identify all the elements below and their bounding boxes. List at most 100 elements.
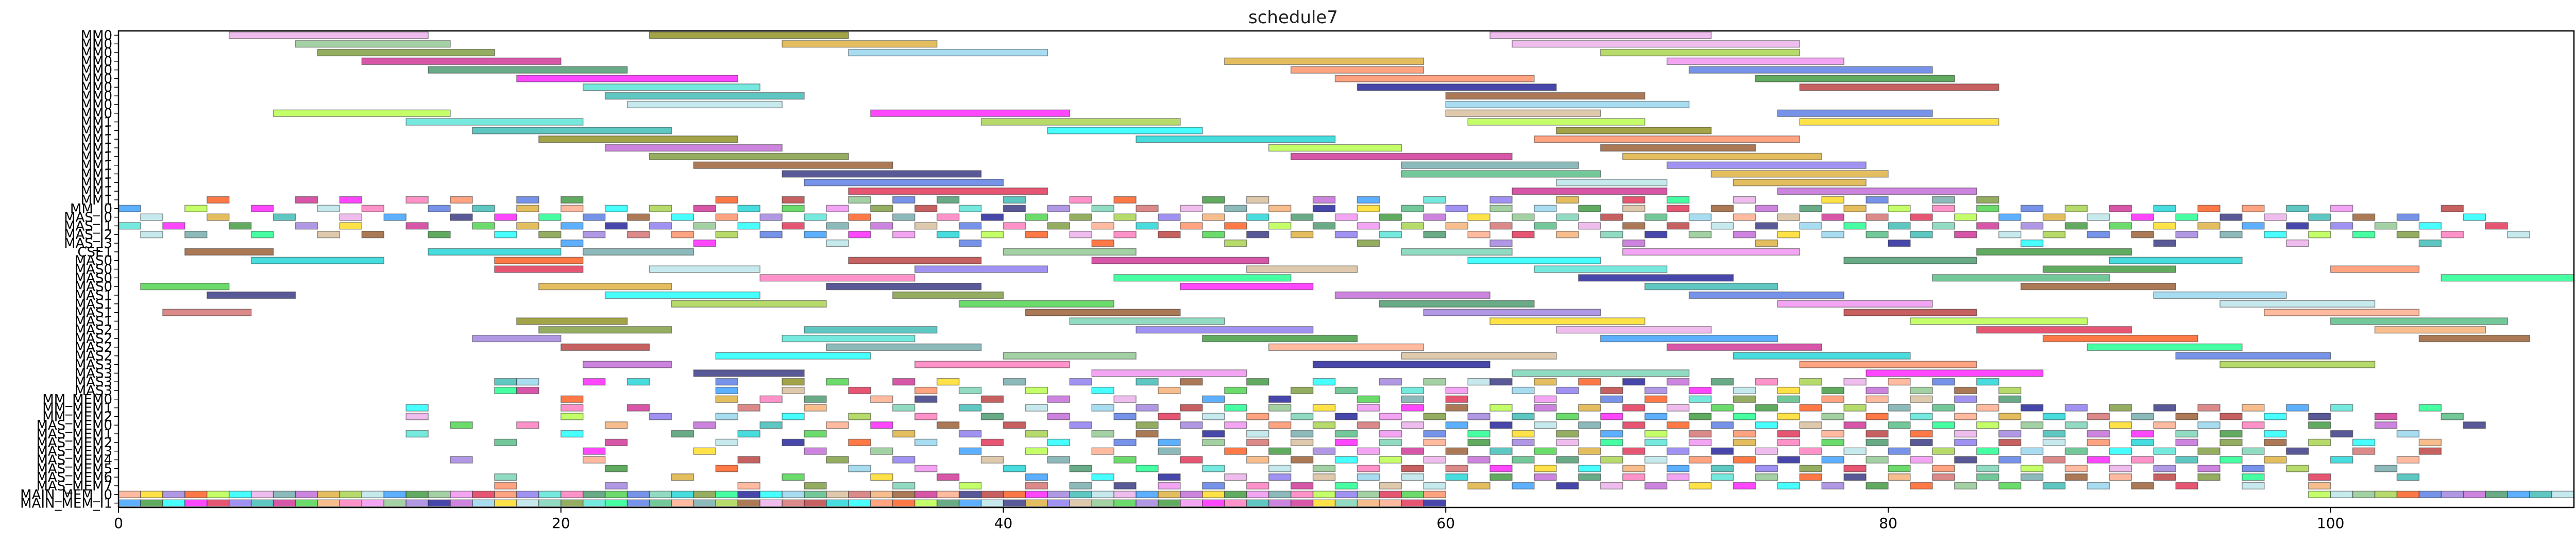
task-bar <box>1445 421 1468 429</box>
task-bar <box>804 326 938 334</box>
task-bar <box>1843 421 1867 429</box>
task-bar <box>1688 231 1712 239</box>
task-bar <box>2197 404 2221 412</box>
task-bar <box>1976 421 1999 429</box>
task-bar <box>759 231 783 239</box>
task-bar <box>2219 361 2376 368</box>
task-bar <box>1866 413 1889 420</box>
task-bar <box>2087 343 2243 351</box>
task-bar <box>1445 473 1468 481</box>
task-bar <box>1489 473 1513 481</box>
task-bar <box>914 413 938 420</box>
task-bar <box>2087 413 2110 420</box>
task-bar <box>1622 465 1646 472</box>
task-bar <box>2264 231 2287 239</box>
task-bar <box>1710 465 1734 472</box>
task-bar <box>1600 144 1756 152</box>
task-bar <box>1556 179 1668 186</box>
task-bar <box>361 490 384 498</box>
task-bar <box>1246 265 1358 273</box>
task-bar <box>1489 31 1712 39</box>
task-bar <box>1268 421 1292 429</box>
y-tick-label: MM0 <box>81 72 112 87</box>
task-bar <box>2020 222 2044 230</box>
task-bar <box>339 213 363 221</box>
task-bar <box>428 248 562 256</box>
task-bar <box>1379 482 1402 490</box>
task-bar <box>2109 257 2243 264</box>
task-bar <box>2418 334 2530 343</box>
task-bar <box>1334 291 1490 299</box>
task-bar <box>1932 274 2110 282</box>
task-bar <box>383 490 406 498</box>
task-bar <box>1379 213 1402 221</box>
task-bar <box>1954 395 1977 403</box>
task-bar <box>870 109 1071 117</box>
task-bar <box>560 499 584 507</box>
task-bar <box>1136 404 1159 412</box>
task-bar <box>1158 413 1181 420</box>
task-bar <box>472 222 495 230</box>
task-bar <box>2042 213 2066 221</box>
task-bar <box>383 213 406 221</box>
task-bar <box>1224 57 1425 65</box>
task-bar <box>538 135 738 143</box>
task-bar <box>1888 378 1911 386</box>
task-bar <box>250 231 274 239</box>
task-bar <box>1445 100 1690 109</box>
task-bar <box>1954 213 1977 221</box>
task-bar <box>1710 205 1734 212</box>
task-bar <box>759 213 783 221</box>
task-bar <box>2153 473 2176 481</box>
task-bar <box>2109 465 2132 472</box>
task-bar <box>1069 231 1092 239</box>
task-bar <box>936 196 960 204</box>
task-bar <box>914 222 938 230</box>
task-bar <box>1003 490 1026 498</box>
task-bar <box>1644 482 1668 490</box>
task-bar <box>1799 361 1977 368</box>
task-bar <box>1246 482 1269 490</box>
y-tick-label: MAS_MEM4 <box>36 453 112 468</box>
y-tick-label: MAS_MEM6 <box>36 470 112 485</box>
task-bar <box>494 438 517 447</box>
task-bar <box>980 499 1004 507</box>
task-bar <box>1445 395 1468 403</box>
task-bar <box>1334 430 1358 438</box>
task-bar <box>936 473 960 481</box>
task-bar <box>2020 447 2044 455</box>
task-bar <box>1401 205 1425 212</box>
task-bar <box>1224 473 1247 481</box>
task-bar <box>1268 490 1292 498</box>
task-bar <box>782 40 938 48</box>
task-bar <box>2020 465 2044 472</box>
task-bar <box>538 490 562 498</box>
task-bar <box>2330 205 2353 212</box>
task-bar <box>2330 404 2353 412</box>
task-bar <box>2131 213 2154 221</box>
task-bar <box>1136 135 1336 143</box>
task-bar <box>1733 352 1911 360</box>
task-bar <box>1666 161 1867 169</box>
task-bar <box>2396 473 2420 481</box>
task-bar <box>2020 404 2044 412</box>
task-bar <box>1091 404 1114 412</box>
task-bar <box>1003 352 1137 360</box>
task-bar <box>1578 404 1601 412</box>
task-bar <box>1357 473 1380 481</box>
y-tick-label: MM1 <box>81 175 112 191</box>
task-bar <box>1202 231 1225 239</box>
task-bar <box>2330 265 2420 273</box>
task-bar <box>1556 196 1579 204</box>
task-bar <box>2131 456 2154 464</box>
task-bar <box>1246 456 1269 464</box>
task-bar <box>936 499 960 507</box>
y-tick-label: MAS_MEM7 <box>36 479 112 494</box>
task-bar <box>1512 456 1535 464</box>
task-bar <box>1910 213 1933 221</box>
y-tick-label: MM0 <box>81 80 112 95</box>
task-bar <box>693 421 717 429</box>
task-bar <box>1091 205 1114 212</box>
task-bar <box>582 499 606 507</box>
task-bar <box>1268 205 1292 212</box>
